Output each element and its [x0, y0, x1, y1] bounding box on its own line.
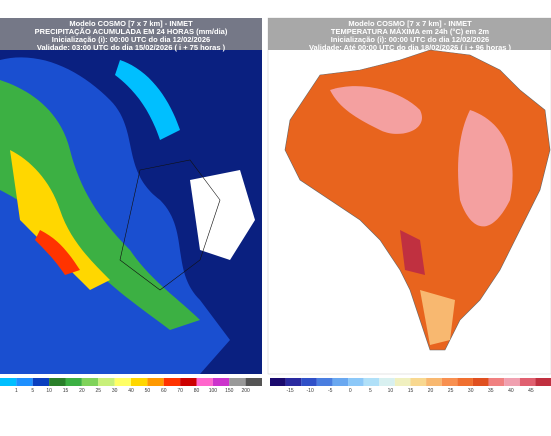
colorbar-label: 15: [63, 388, 69, 394]
temp-area-mild: [458, 110, 513, 227]
precip-area-max: [35, 230, 80, 275]
colorbar-swatch: [441, 378, 458, 386]
colorbar-swatch: [363, 378, 380, 386]
colorbar-swatch: [49, 378, 66, 386]
right-header-line: Inicialização (i): 00:00 UTC do dia 12/0…: [331, 35, 489, 44]
colorbar-swatch: [196, 378, 213, 386]
colorbar-swatch: [504, 378, 520, 386]
colorbar-label: 45: [528, 388, 534, 394]
colorbar-label: 1: [15, 388, 18, 394]
colorbar-label: 25: [95, 388, 101, 394]
colorbar-label: 40: [508, 388, 514, 394]
colorbar-swatch: [180, 378, 197, 386]
colorbar-label: 10: [388, 388, 394, 394]
colorbar-swatch: [316, 378, 333, 386]
colorbar-label: 15: [408, 388, 414, 394]
colorbar-swatch: [229, 378, 246, 386]
colorbar-label: 200: [241, 388, 250, 394]
left-header-line: Modelo COSMO [7 x 7 km] - INMET: [69, 19, 193, 28]
colorbar-label: 0: [349, 388, 352, 394]
colorbar-swatch: [98, 378, 115, 386]
precip-area-high: [0, 80, 200, 330]
colorbar-swatch: [519, 378, 536, 386]
colorbar-swatch: [245, 378, 262, 386]
colorbar-label: -15: [286, 388, 293, 394]
colorbar-swatch: [16, 378, 33, 386]
temp-area-mild: [330, 86, 422, 134]
right-header-line: TEMPERATURA MÁXIMA em 24h (°C) em 2m: [331, 27, 489, 36]
colorbar-swatch: [535, 378, 551, 386]
precip-area-peak: [10, 150, 110, 290]
colorbar-label: 80: [194, 388, 200, 394]
precip-area-low: [115, 60, 180, 140]
colorbar-label: 20: [428, 388, 434, 394]
colorbar-swatch: [472, 378, 489, 386]
colorbar-swatch: [332, 378, 349, 386]
colorbar-swatch: [394, 378, 411, 386]
colorbar-swatch: [32, 378, 50, 386]
colorbar-label: 10: [46, 388, 52, 394]
colorbar-label: 30: [468, 388, 474, 394]
colorbar-label: 35: [488, 388, 494, 394]
colorbar-swatch: [163, 378, 181, 386]
left-header-line: Inicialização (i): 00:00 UTC do dia 12/0…: [52, 35, 210, 44]
colorbar-swatch: [65, 378, 82, 386]
colorbar-swatch: [212, 378, 230, 386]
temp-area-south: [420, 290, 455, 345]
colorbar-label: 40: [128, 388, 134, 394]
colorbar-label: 100: [209, 388, 218, 394]
colorbar-label: 5: [369, 388, 372, 394]
colorbar-swatch: [147, 378, 164, 386]
colorbar-label: 50: [145, 388, 151, 394]
colorbar-label: 70: [177, 388, 183, 394]
colorbar-swatch: [301, 378, 317, 386]
dry-area: [190, 170, 255, 260]
colorbar-label: 30: [112, 388, 118, 394]
colorbar-swatch: [285, 378, 302, 386]
colorbar-label: -10: [307, 388, 314, 394]
colorbar-label: 60: [161, 388, 167, 394]
border-lines: [119, 159, 221, 291]
colorbar-label: 20: [79, 388, 85, 394]
colorbar-swatch: [81, 378, 99, 386]
colorbar-swatch: [379, 378, 395, 386]
right-header-line: Validade: Até 00:00 UTC do dia 18/02/202…: [309, 43, 512, 52]
colorbar-swatch: [131, 378, 148, 386]
colorbar-label: 150: [225, 388, 234, 394]
colorbar-swatch: [488, 378, 505, 386]
left-header-line: Validade: 03:00 UTC do dia 15/02/2026 ( …: [37, 43, 226, 52]
colorbar-swatch: [410, 378, 427, 386]
colorbar-swatch: [114, 378, 131, 386]
colorbar-swatch: [426, 378, 442, 386]
colorbar-swatch: [0, 378, 17, 386]
left-header-band: [0, 18, 262, 50]
colorbar-swatch: [457, 378, 473, 386]
colorbar-label: -5: [328, 388, 333, 394]
right-header-band: [268, 18, 551, 50]
colorbar-swatch: [348, 378, 364, 386]
left-header-line: PRECIPITAÇÃO ACUMULADA EM 24 HORAS (mm/d…: [35, 27, 228, 36]
temp-area-hot: [400, 230, 425, 275]
colorbar-label: 25: [448, 388, 454, 394]
colorbar-label: 5: [31, 388, 34, 394]
right-header-line: Modelo COSMO [7 x 7 km] - INMET: [348, 19, 472, 28]
colorbar-swatch: [270, 378, 286, 386]
